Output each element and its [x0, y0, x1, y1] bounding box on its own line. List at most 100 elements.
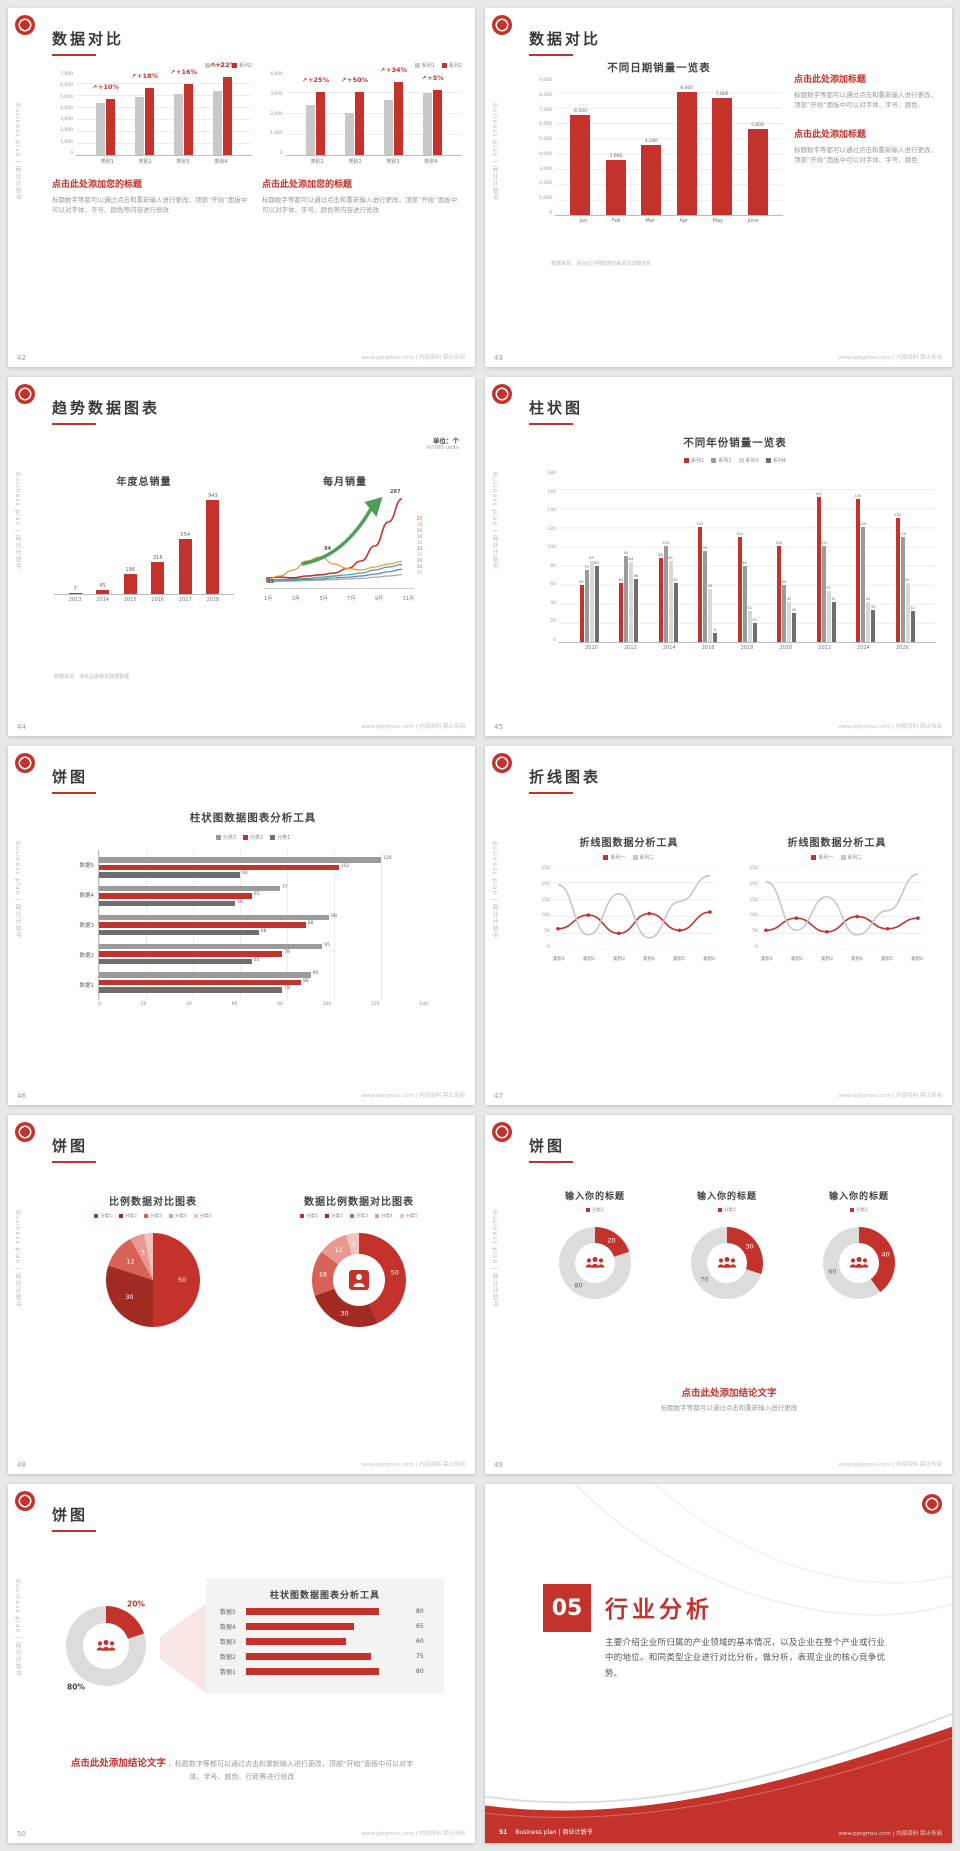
svg-text:30: 30: [746, 1243, 754, 1251]
svg-text:80%: 80%: [67, 1682, 85, 1691]
data-source-note: 数据来源：请在此注明数据的来源及详细信息: [551, 261, 652, 267]
slide-thumbnail-45[interactable]: Business plan | 商业计划书 柱状图 不同年份销量一览表 系列1 系…: [485, 377, 952, 736]
svg-text:50: 50: [178, 1276, 186, 1284]
brand-vertical-text: Business plan | 商业计划书: [491, 472, 498, 571]
svg-text:60: 60: [828, 1268, 836, 1276]
chart-title: 输入你的标题: [696, 1192, 757, 1202]
slide-title: 折线图表: [529, 766, 601, 794]
donut-panel: 输入你的标题 分类1 20 80: [531, 1189, 659, 1307]
svg-text:80: 80: [574, 1282, 582, 1290]
slide-thumbnail-50[interactable]: Business plan | 商业计划书 饼图 20% 80% 柱状图数据图表分…: [8, 1484, 475, 1843]
section-title: 行业分析: [605, 1597, 713, 1623]
page-number: 46: [17, 1092, 26, 1100]
chart-title: 柱状图数据图表分析工具: [189, 812, 317, 824]
conclusion-block: 点击此处添加结论文字 ，标题数字等都可以通过点击和重新输入进行更改，顶部“开始”面…: [64, 1756, 420, 1784]
page-number: 42: [17, 354, 26, 362]
svg-text:20: 20: [607, 1236, 615, 1244]
slide-thumbnail-51[interactable]: 05 行业分析 主要介绍企业所归属的产业领域的基本情况，以及企业在整个产业或行业…: [485, 1484, 952, 1843]
chart-legend: 系列1 系列2: [262, 62, 462, 69]
grouped-column-chart: 180 160 140 120 100 80 60 40 20 0 60 75 85 80 62 90 84 66…: [535, 471, 935, 651]
line-chart: 250 200 150 100 50 0 类别1 类别2 类别3 类别4 类别5 类别6: [541, 865, 715, 962]
footer-text: www.pptgmsu.com | 内部资料 禁止传阅: [838, 355, 942, 361]
chart-title: 数据比例数据对比图表: [304, 1197, 414, 1208]
footer-text: www.pptgmsu.com | 内部资料 禁止传阅: [838, 1831, 942, 1837]
donut-chart: 50 30 18 12 5: [258, 1225, 460, 1335]
slide-thumbnail-49[interactable]: Business plan | 商业计划书 饼图 输入你的标题 分类1 20 80…: [485, 1115, 952, 1474]
brand-logo-icon: [15, 1491, 35, 1511]
red-swoosh: [485, 1713, 952, 1843]
text-column: 点击此处添加标题 标题数字等都可以通过点击和重新输入进行更改，顶部“开始”面板中…: [794, 72, 940, 166]
panel-title: 柱状图数据图表分析工具: [269, 1591, 380, 1601]
brand-vertical-text: Business plan | 商业计划书: [14, 1210, 21, 1309]
slide-thumbnail-43[interactable]: Business plan | 商业计划书 数据对比 不同日期销量一览表 9,0…: [485, 8, 952, 367]
slide-thumbnail-44[interactable]: Business plan | 商业计划书 趋势数据图表 单位：个 in'000…: [8, 377, 475, 736]
brand-vertical-text: Business plan | 商业计划书: [491, 103, 498, 202]
chart-legend: 系列一 系列二: [529, 854, 729, 861]
donut-chart: 40 60: [795, 1219, 923, 1307]
svg-text:5: 5: [141, 1249, 145, 1257]
slide-thumbnail-47[interactable]: Business plan | 商业计划书 折线图表 折线图数据分析工具 系列一…: [485, 746, 952, 1105]
donut-chart: 20% 80%: [44, 1584, 168, 1712]
brand-vertical-text: Business plan | 商业计划书: [14, 472, 21, 571]
slide-thumbnail-48[interactable]: Business plan | 商业计划书 饼图 比例数据对比图表 分类1 分类2…: [8, 1115, 475, 1474]
brand-logo-icon: [15, 1122, 35, 1142]
footer-text: www.pptgmsu.com | 内部资料 禁止传阅: [361, 1462, 465, 1468]
grouped-column-chart: 7,000 6,000 5,000 4,000 3,000 2,000 1,000 0 ↗+10…: [52, 61, 252, 165]
grouped-column-chart: 4,000 3,000 2,000 1,000 0 ↗+25% ↗+50% ↗+34% ↗+5%…: [262, 66, 462, 165]
pie-chart: 50 30 12 5: [52, 1225, 254, 1335]
svg-text:30: 30: [340, 1309, 348, 1317]
block-body: 标题数字等都可以通过点击和重新输入进行更改，顶部“开始”面板中可以对字体、字号、…: [794, 91, 937, 110]
analysis-panel: 柱状图数据图表分析工具 数据5 80 数据4 65 数据3 60 数据2 75 数据1 80: [206, 1578, 444, 1694]
brand-vertical-text: Business plan | 商业计划书: [14, 103, 21, 202]
slide-title: 饼图: [52, 1504, 96, 1532]
footer-text: www.pptgmsu.com | 内部资料 禁止传阅: [838, 1462, 942, 1468]
donut-chart: 30 70: [663, 1219, 791, 1307]
conclusion-body: ，标题数字等都可以通过点击和重新输入进行更改，顶部“开始”面板中可以对字体、字号…: [167, 1760, 414, 1782]
brand-vertical-text: Business plan | 商业计划书: [491, 1210, 498, 1309]
slide-title: 趋势数据图表: [52, 397, 160, 425]
brand-vertical-text: Business plan | 商业计划书: [491, 841, 498, 940]
slide-thumbnail-46[interactable]: Business plan | 商业计划书 饼图 柱状图数据图表分析工具 分类3…: [8, 746, 475, 1105]
slide-thumbnail-42[interactable]: Business plan | 商业计划书 数据对比 系列1 系列2 7,000 6…: [8, 8, 475, 367]
chart-title: 不同年份销量一览表: [683, 437, 787, 449]
brand-logo-icon: [15, 15, 35, 35]
conclusion-body: 标题数字等都可以通过点击和重新输入进行更改: [660, 1404, 798, 1412]
svg-text:18: 18: [319, 1271, 327, 1279]
line-chart-panel: 折线图数据分析工具 系列一 系列二 250 200 150 100 50 0 类别1 类别2 类别…: [529, 834, 729, 962]
conclusion-heading: 点击此处添加结论文字: [70, 1758, 166, 1769]
column-chart: 7 45 196 318 554 943 2013 2014 2015 2016 2017 2018: [54, 493, 234, 603]
chart-legend: 分类1 分类2 分类3 分类4 分类5: [52, 1213, 254, 1219]
svg-text:40: 40: [881, 1250, 889, 1258]
brand-logo-icon: [15, 384, 35, 404]
svg-text:5: 5: [352, 1240, 356, 1248]
block-heading: 点击此处添加标题: [794, 75, 867, 85]
brand-vertical-text: Business plan | 商业计划书: [14, 1579, 21, 1678]
slide-title: 饼图: [52, 766, 96, 794]
chart-title: 不同日期销量一览表: [607, 62, 711, 74]
unit-label: 单位：个 in'000 units: [427, 435, 459, 451]
chart-legend: 系列1 系列2: [52, 62, 252, 69]
brand-vertical-text: Business plan | 商业计划书: [14, 841, 21, 940]
conclusion-heading: 点击此处添加结论文字: [681, 1388, 777, 1399]
donut-chart-panel: 数据比例数据对比图表 分类1 分类2 分类3 分类4 分类5 50 30 18 12 5: [258, 1193, 460, 1335]
line-chart-panel: 折线图数据分析工具 系列一 系列二 250 200 150 100 50 0 类别1 类别2 类别…: [737, 834, 937, 962]
slide-title: 数据对比: [529, 28, 601, 56]
chart-legend: 系列1 系列2 系列3 系列4: [545, 457, 925, 464]
donut-panel: 输入你的标题 分类1 40 60: [795, 1189, 923, 1307]
page-number: 51: [499, 1829, 508, 1836]
pie-chart-panel: 比例数据对比图表 分类1 分类2 分类3 分类4 分类5 50 30 12 5: [52, 1193, 254, 1335]
svg-text:30: 30: [125, 1293, 133, 1301]
page-number: 50: [17, 1830, 26, 1838]
chart-title: 比例数据对比图表: [109, 1197, 197, 1208]
footer-text: www.pptgmsu.com | 内部资料 禁止传阅: [361, 1093, 465, 1099]
block-heading: 点击此处添加标题: [794, 129, 867, 140]
chart-title: 年度总销量: [116, 477, 172, 488]
footer-text: www.pptgmsu.com | 内部资料 禁止传阅: [838, 724, 942, 730]
chart-title: 输入你的标题: [828, 1192, 889, 1202]
brand-logo-icon: [492, 1122, 512, 1142]
brand-logo-icon: [492, 15, 512, 35]
page-number: 45: [494, 723, 503, 731]
brand-logo-icon: [492, 753, 512, 773]
panel-body: 标题数字等都可以通过点击和重新输入进行更改，顶部“开始”面板中可以对字体、字号、…: [52, 196, 248, 215]
